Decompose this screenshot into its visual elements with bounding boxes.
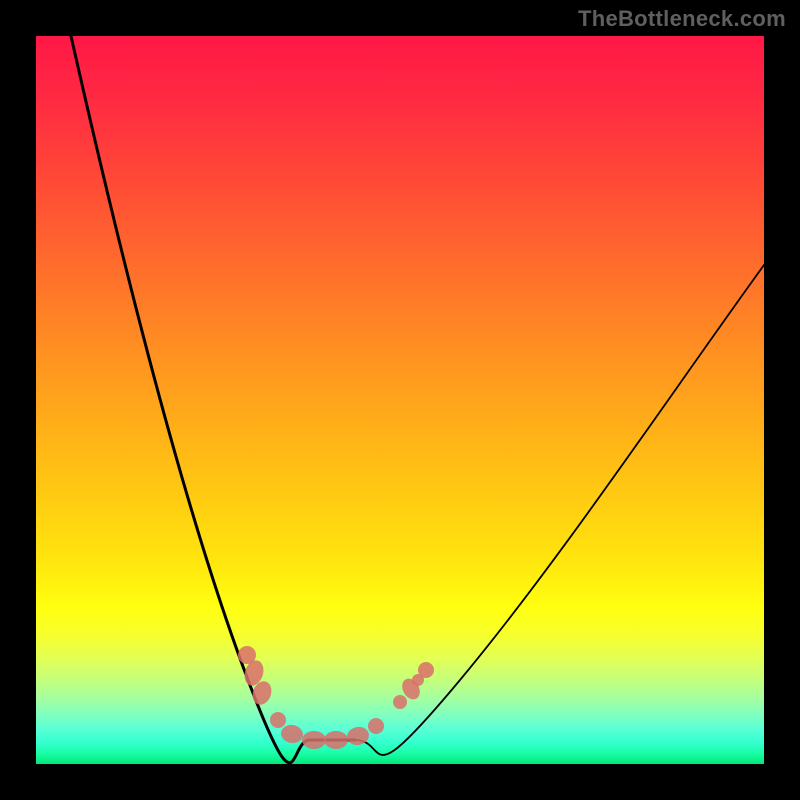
watermark-text: TheBottleneck.com xyxy=(578,6,786,32)
bead xyxy=(302,731,326,749)
plot-area xyxy=(36,36,764,764)
bead xyxy=(324,731,348,749)
bead xyxy=(393,695,407,709)
chart-canvas xyxy=(0,0,800,800)
bead xyxy=(270,712,286,728)
bead xyxy=(412,674,424,686)
bead xyxy=(368,718,384,734)
